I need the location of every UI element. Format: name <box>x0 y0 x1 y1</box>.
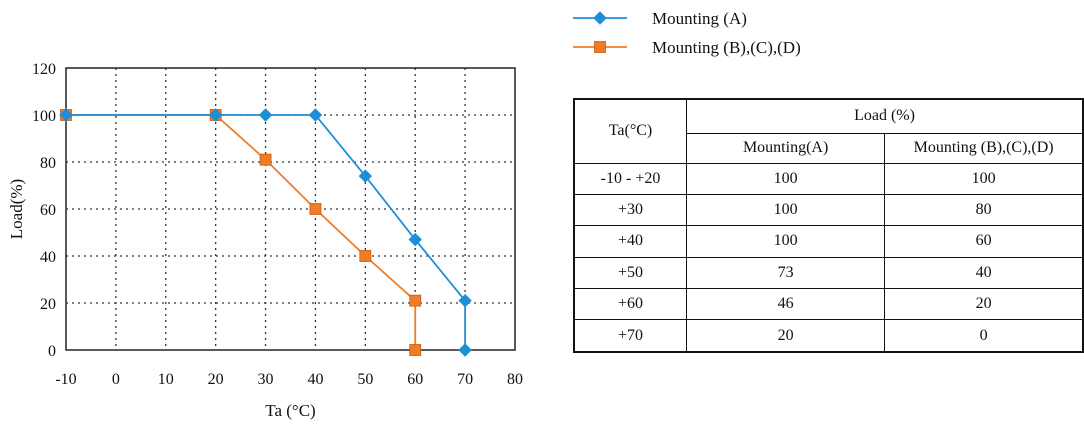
table-row: +40 100 60 <box>573 225 1084 258</box>
cell-a: 100 <box>685 225 886 258</box>
y-tick-label: 20 <box>40 296 56 313</box>
y-axis-title: Load(%) <box>7 179 26 239</box>
mounting-bcd-point <box>409 294 422 307</box>
cell-a: 100 <box>685 193 886 227</box>
cell-a: 73 <box>685 256 886 289</box>
x-tick-label: 50 <box>357 371 373 388</box>
y-tick-label: 80 <box>40 155 56 172</box>
cell-bcd: 0 <box>884 319 1084 353</box>
cell-ta: -10 - +20 <box>573 162 687 195</box>
mounting-a-point <box>308 108 323 122</box>
legend-marker-mounting-bcd <box>594 41 606 53</box>
table-row: +60 46 20 <box>573 287 1084 321</box>
cell-a: 100 <box>685 162 886 195</box>
header-mounting-bcd: Mounting (B),(C),(D) <box>884 132 1084 164</box>
x-tick-label: 0 <box>112 371 120 388</box>
cell-bcd: 60 <box>884 225 1084 258</box>
cell-ta: +50 <box>573 256 687 289</box>
mounting-bcd-point <box>409 344 422 356</box>
y-tick-label: 120 <box>32 61 56 78</box>
cell-bcd: 20 <box>884 287 1084 321</box>
cell-ta: +40 <box>573 225 687 258</box>
cell-bcd: 80 <box>884 193 1084 227</box>
mounting-a-point <box>258 108 273 122</box>
plot-frame <box>65 67 516 351</box>
x-tick-label: 10 <box>158 371 174 388</box>
cell-bcd: 40 <box>884 256 1084 289</box>
x-axis-title: Ta (°C) <box>265 401 315 420</box>
x-tick-label: -10 <box>55 371 76 388</box>
table-row: -10 - +20 100 100 <box>573 162 1084 195</box>
legend-marker-mounting-a <box>593 11 607 25</box>
x-tick-label: 80 <box>507 371 523 388</box>
header-load: Load (%) <box>686 98 1084 134</box>
load-table: Ta(°C) Load (%) Mounting(A) Mounting (B)… <box>573 98 1084 353</box>
mounting-a-point <box>208 108 223 122</box>
mounting-a-point <box>458 343 472 357</box>
mounting-a-point <box>59 108 73 122</box>
x-tick-label: 60 <box>407 371 423 388</box>
mounting-a-point <box>358 169 373 183</box>
header-ta: Ta(°C) <box>573 98 687 164</box>
mounting-bcd-line <box>66 114 417 350</box>
header-mounting-a: Mounting(A) <box>685 132 886 164</box>
x-tick-label: 20 <box>208 371 224 388</box>
x-tick-label: 30 <box>258 371 274 388</box>
legend-label-mounting-a: Mounting (A) <box>652 9 747 28</box>
y-tick-label: 40 <box>40 249 56 266</box>
legend-label-mounting-bcd: Mounting (B),(C),(D) <box>652 38 801 57</box>
x-tick-label: 40 <box>307 371 323 388</box>
x-tick-label: 70 <box>457 371 473 388</box>
mounting-bcd-point <box>309 203 322 215</box>
table-row: +70 20 0 <box>573 319 1084 353</box>
table-subheader-row: Mounting(A) Mounting (B),(C),(D) <box>574 132 1084 164</box>
cell-a: 46 <box>685 287 886 321</box>
cell-a: 20 <box>685 319 886 353</box>
cell-ta: +60 <box>573 287 687 321</box>
mounting-a-point <box>458 293 472 308</box>
cell-ta: +70 <box>573 319 687 353</box>
table-row: +50 73 40 <box>573 256 1084 289</box>
y-tick-label: 0 <box>48 343 56 360</box>
mounting-a-line <box>66 114 467 350</box>
mounting-bcd-point <box>259 153 272 166</box>
cell-bcd: 100 <box>884 162 1084 195</box>
y-tick-label: 100 <box>32 108 56 125</box>
table-header-row: Ta(°C) Load (%) <box>573 98 1084 164</box>
mounting-bcd-point <box>359 250 372 262</box>
mounting-a-point <box>408 232 422 247</box>
table-row: +30 100 80 <box>573 193 1084 227</box>
y-tick-label: 60 <box>40 202 56 219</box>
cell-ta: +30 <box>573 193 687 227</box>
